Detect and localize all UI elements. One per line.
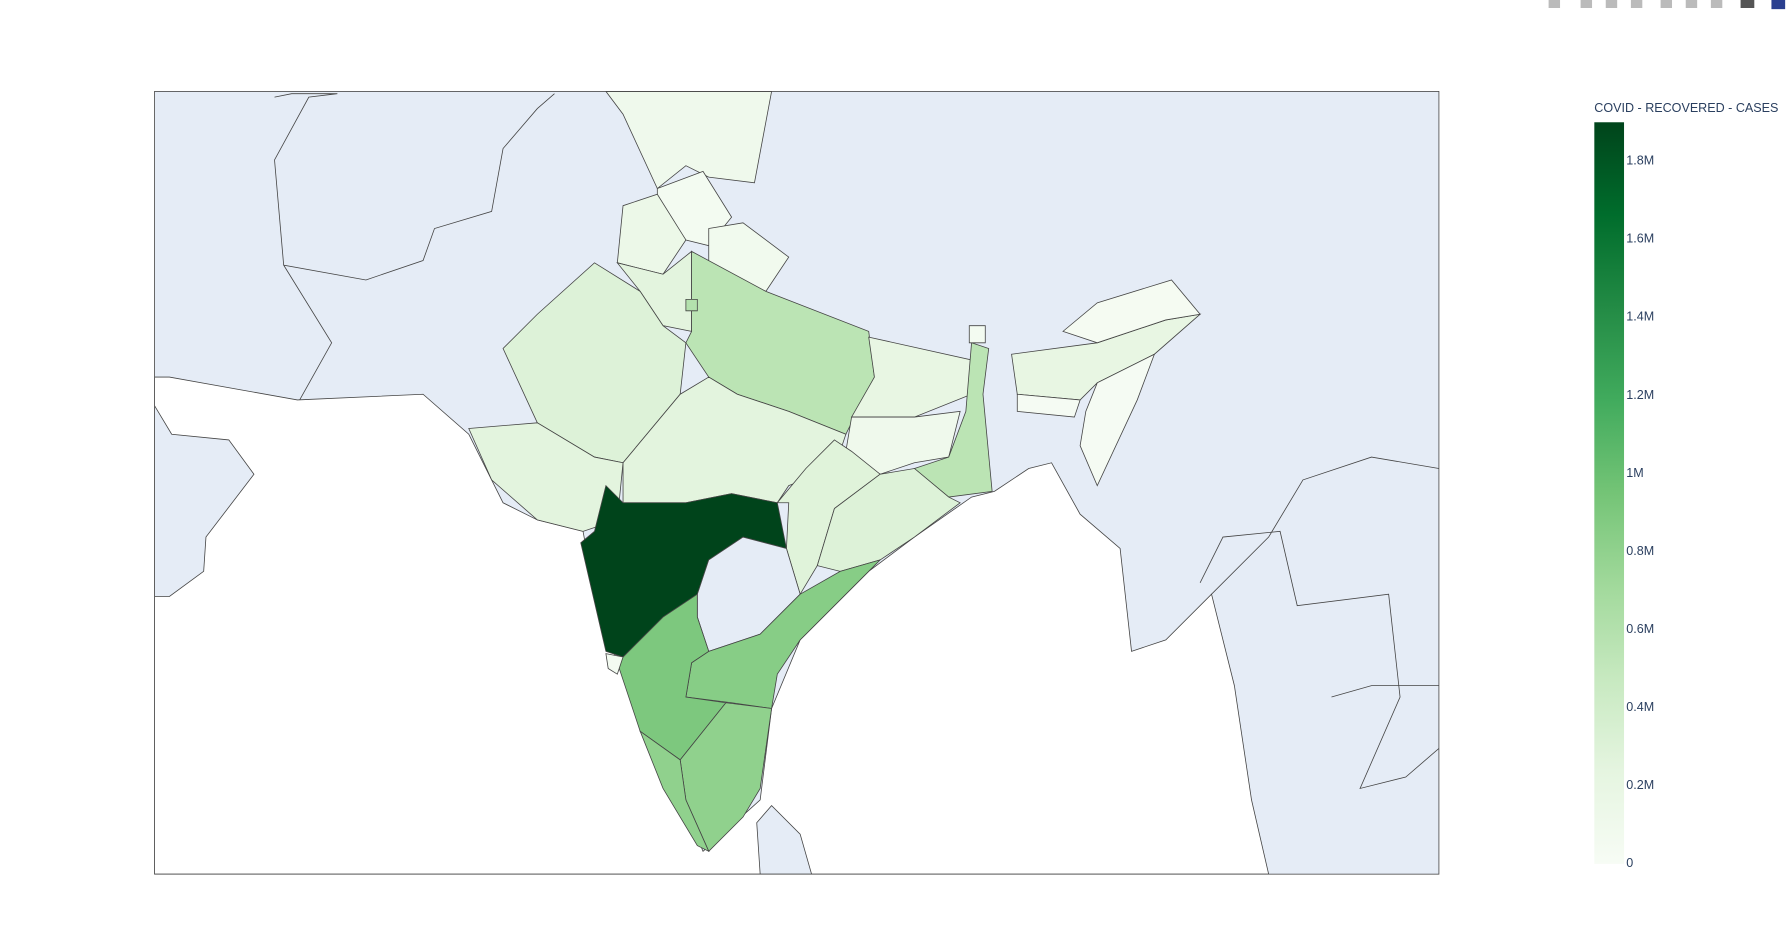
colorbar-tick-label: 1.6M xyxy=(1626,232,1654,246)
colorbar-tick-label: 1.2M xyxy=(1626,388,1654,402)
country xyxy=(154,404,255,597)
country xyxy=(756,805,812,875)
country-border xyxy=(274,93,1439,790)
colorbar-tick-label: 1.8M xyxy=(1626,154,1654,168)
region xyxy=(685,298,698,312)
modebar[interactable] xyxy=(1548,0,1786,10)
colorbar-tick-label: 0 xyxy=(1626,856,1633,870)
colorbar-tick-label: 1M xyxy=(1626,466,1643,480)
region xyxy=(605,653,624,675)
region xyxy=(1079,353,1156,487)
colorbar-tick-label: 0.2M xyxy=(1626,778,1654,792)
region xyxy=(968,325,986,344)
colorbar xyxy=(1594,122,1625,864)
colorbar-tick-label: 0.4M xyxy=(1626,700,1654,714)
region xyxy=(639,730,710,853)
region xyxy=(1016,393,1081,418)
colorbar-tick-label: 1.4M xyxy=(1626,310,1654,324)
map-frame xyxy=(154,91,1440,875)
states xyxy=(468,91,1202,853)
region xyxy=(605,91,772,190)
colorbar-tick-label: 0.6M xyxy=(1626,622,1654,636)
region xyxy=(1062,279,1201,344)
region xyxy=(816,468,961,572)
colorbar-tick-label: 0.8M xyxy=(1626,544,1654,558)
colorbar-title: COVID - RECOVERED - CASES xyxy=(1594,101,1778,115)
map xyxy=(154,91,1439,875)
colorbar-ticks: 0 0.2M 0.4M 0.6M 0.8M 1M 1.2M 1.4M 1.6M 1.8M xyxy=(1626,154,1654,871)
region xyxy=(616,593,727,761)
region xyxy=(616,193,687,275)
